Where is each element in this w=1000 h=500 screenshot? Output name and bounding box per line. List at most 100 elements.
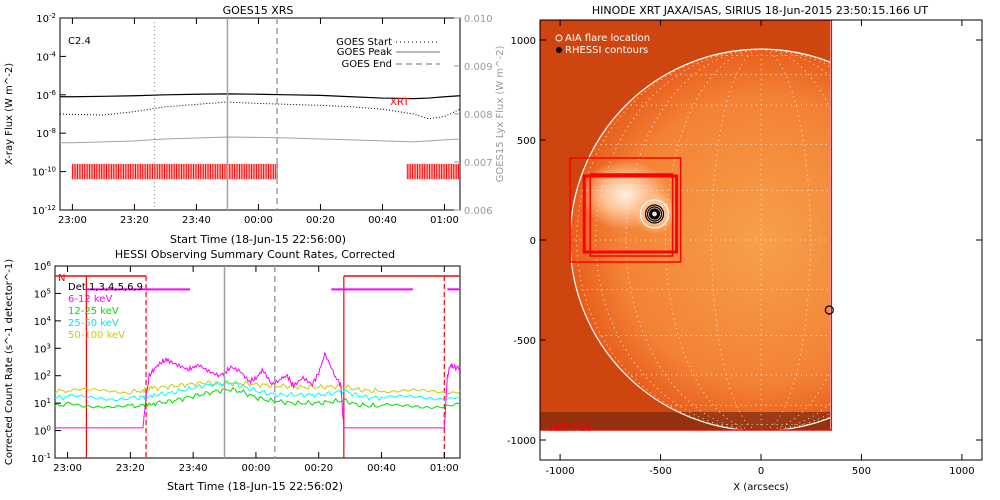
legend-goes-peak: GOES Peak <box>337 47 392 58</box>
goes-legend: GOES Start GOES Peak GOES End <box>336 37 440 70</box>
hessi-plot-frame <box>54 265 461 459</box>
hessi-x-tick-label: 01:00 <box>430 463 459 474</box>
goes-ylabel-right: GOES15 Lyx Flux (W m^-2) <box>495 46 506 183</box>
xrt-panel: HINODE XRT JAXA/ISAS, SIRIUS 18-Jun-2015… <box>507 4 983 493</box>
xrt-y-tick-label: -500 <box>513 336 536 347</box>
xrt-y-tick-label: -1000 <box>507 436 536 447</box>
goes-y-tick-label: 10-10 <box>32 166 56 179</box>
legend-6-12: 6-12 keV <box>68 294 112 305</box>
legend-det: Det 1,3,4,5,6,9 <box>68 282 143 293</box>
goes-xrt-label: XRT <box>390 97 410 108</box>
hessi-x-ticks: 23:00 23:20 23:40 00:00 00:20 00:40 01:00 <box>53 266 459 474</box>
xrt-x-tick-label: 1000 <box>949 466 974 477</box>
fov-boxes <box>569 157 682 263</box>
legend-aia-marker <box>555 34 563 42</box>
hessi-y-tick-label: 101 <box>34 397 51 410</box>
xrt-y-tick-label: 0 <box>530 236 536 247</box>
goes-y2-tick-label: 0.009 <box>464 62 493 73</box>
hessi-legend: Det 1,3,4,5,6,9 6-12 keV 12-25 keV 25-50… <box>68 282 143 341</box>
hessi-x-tick-label: 23:00 <box>53 463 82 474</box>
longitude-line <box>760 48 927 432</box>
limb-marker <box>824 305 834 315</box>
goes-marker-lines <box>154 18 278 210</box>
hessi-x-tick-label: 00:20 <box>304 463 333 474</box>
longitude-line <box>595 48 762 432</box>
xrt-x-tick-label: 0 <box>758 466 764 477</box>
goes-y2-ticks: 0.010 0.009 0.008 0.007 0.006 <box>454 14 493 217</box>
goes-xrt-bars <box>71 163 459 180</box>
xrt-y-tick-label: 1000 <box>511 36 536 47</box>
legend-rhessi-marker <box>556 47 562 53</box>
aia-flare-marker <box>649 209 660 219</box>
goes-y-tick-label: 10-2 <box>36 12 56 25</box>
legend-aia: AIA flare location <box>565 33 650 44</box>
legend-rhessi: RHESSI contours <box>565 45 648 56</box>
heliographic-grid <box>570 48 952 432</box>
fov-box <box>589 173 674 257</box>
goes-x-tick-label: 00:00 <box>244 215 273 226</box>
longitude-line <box>760 48 857 432</box>
goes-xlabel: Start Time (18-Jun-15 22:56:00) <box>170 233 346 246</box>
hessi-night-boundaries <box>55 275 460 458</box>
hessi-y-tick-label: 103 <box>34 342 51 355</box>
goes-y2-tick-label: 0.008 <box>464 110 493 121</box>
fov-box <box>569 157 682 263</box>
hessi-xlabel: Start Time (18-Jun-15 22:56:02) <box>167 480 343 493</box>
legend-25-50: 25-50 keV <box>68 318 119 329</box>
hessi-y-tick-label: 106 <box>34 260 52 273</box>
goes-y-tick-label: 10-4 <box>36 50 56 63</box>
hessi-title: HESSI Observing Summary Count Rates, Cor… <box>115 248 395 261</box>
series-50-100-kev <box>54 380 461 395</box>
goes-short-line <box>60 136 461 144</box>
goes-x-tick-label: 23:00 <box>58 215 87 226</box>
xrt-fov-outline <box>540 20 833 431</box>
longitude-line <box>665 48 762 432</box>
hessi-x-tick-label: 00:40 <box>367 463 396 474</box>
xrt-fov-label: XRT FOV <box>550 423 593 434</box>
hessi-y-ticks: 106 105 104 103 102 101 100 10-1 <box>31 260 61 465</box>
goes-x-tick-label: 23:40 <box>182 215 211 226</box>
legend-goes-end: GOES End <box>342 59 392 70</box>
fov-box <box>582 174 679 254</box>
xrt-x-tick-label: 500 <box>852 466 871 477</box>
goes-x-tick-label: 01:00 <box>430 215 459 226</box>
hessi-panel: HESSI Observing Summary Count Rates, Cor… <box>4 248 461 493</box>
rhessi-contour <box>648 208 661 220</box>
goes-plot-frame <box>59 17 461 211</box>
goes-x-tick-label: 23:20 <box>120 215 149 226</box>
xrt-legend: AIA flare location RHESSI contours <box>555 33 650 56</box>
xrt-x-tick-label: -1000 <box>546 466 575 477</box>
longitude-line <box>760 48 811 432</box>
hessi-ylabel: Corrected Count Rate (s^-1 detector^-1) <box>4 259 15 465</box>
xrt-bottom-edge <box>540 412 830 430</box>
rhessi-contour <box>646 206 663 222</box>
series-12-25-kev <box>54 387 461 410</box>
solar-disk <box>570 49 830 430</box>
hessi-y-tick-label: 10-1 <box>31 452 51 465</box>
legend-50-100: 50-100 keV <box>68 330 125 341</box>
legend-goes-start: GOES Start <box>336 37 392 48</box>
hessi-y-tick-label: 104 <box>34 315 52 328</box>
goes-y2-tick-label: 0.006 <box>464 206 493 217</box>
hessi-y-tick-label: 102 <box>34 370 51 383</box>
hessi-marker-lines <box>223 266 276 458</box>
xrt-x-ticks: -1000 -500 0 500 1000 <box>546 20 975 477</box>
xrt-xlabel: X (arcsecs) <box>733 482 789 493</box>
goes-y2-tick-label: 0.010 <box>464 14 493 25</box>
hessi-flag-label: N <box>58 273 65 284</box>
hessi-x-tick-label: 23:40 <box>179 463 208 474</box>
goes-ylabel: X-ray Flux (W m^-2) <box>4 63 15 165</box>
goes-y2-tick-label: 0.007 <box>464 158 493 169</box>
goes-long-line <box>60 93 461 100</box>
goes-y-tick-label: 10-8 <box>36 127 56 140</box>
rhessi-contour <box>650 210 659 218</box>
goes-panel: GOES15 XRS 10-2 10-4 10-6 10-8 10-10 10-12 0.… <box>4 4 506 246</box>
goes-y-tick-label: 10-12 <box>32 204 56 217</box>
hessi-y-tick-label: 105 <box>34 287 51 300</box>
xrt-x-tick-label: -500 <box>649 466 672 477</box>
flare-ring <box>639 199 670 229</box>
series-25-50-kev <box>54 379 461 402</box>
rhessi-contour <box>644 204 665 224</box>
xrt-y-ticks: 1000 500 0 -500 -1000 <box>507 36 982 447</box>
